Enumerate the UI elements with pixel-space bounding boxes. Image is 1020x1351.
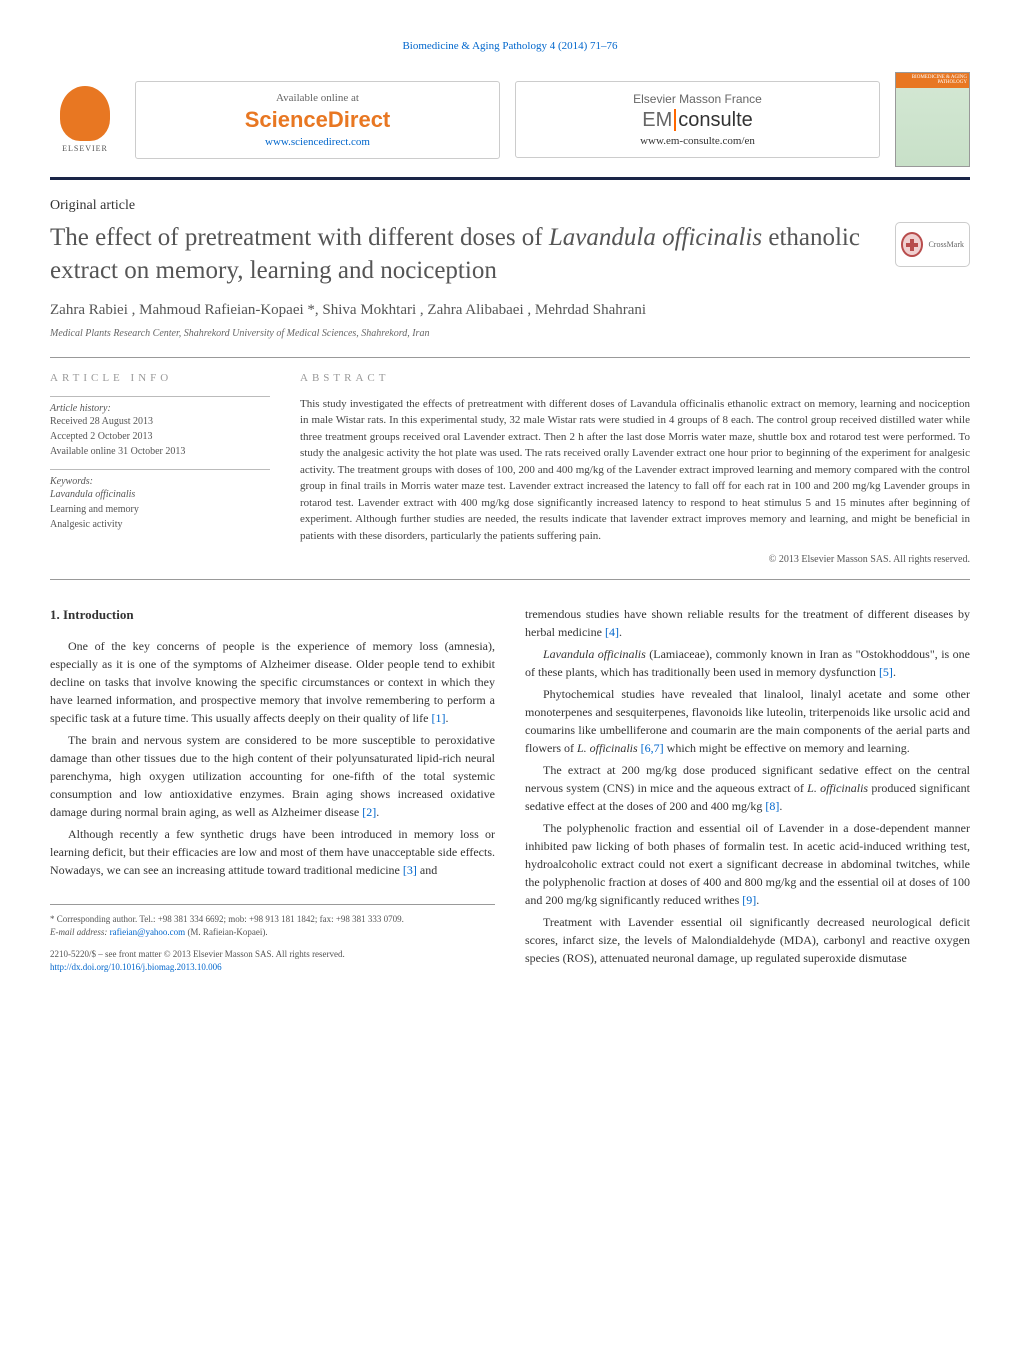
article-history-label: Article history: — [50, 396, 270, 414]
sciencedirect-block: Available online at ScienceDirect www.sc… — [135, 81, 500, 159]
abstract-heading: abstract — [300, 372, 970, 384]
sciencedirect-logo[interactable]: ScienceDirect — [146, 107, 489, 133]
keyword-1: Lavandula officinalis — [50, 487, 270, 502]
body-two-columns: 1. Introduction One of the key concerns … — [50, 605, 970, 975]
ref-8[interactable]: [8] — [765, 799, 779, 813]
corresponding-author: * Corresponding author. Tel.: +98 381 33… — [50, 913, 495, 927]
body-column-right: tremendous studies have shown reliable r… — [525, 605, 970, 975]
col2-para-4: The extract at 200 mg/kg dose produced s… — [525, 761, 970, 815]
crossmark-badge[interactable]: CrossMark — [895, 222, 970, 267]
available-online-label: Available online at — [146, 92, 489, 104]
received-date: Received 28 August 2013 — [50, 414, 270, 429]
intro-para-3: Although recently a few synthetic drugs … — [50, 825, 495, 879]
intro-para-2: The brain and nervous system are conside… — [50, 731, 495, 821]
corresp-email[interactable]: rafieian@yahoo.com — [110, 927, 186, 937]
ref-2[interactable]: [2] — [362, 805, 376, 819]
keywords-label: Keywords: — [50, 469, 270, 487]
ref-4[interactable]: [4] — [605, 625, 619, 639]
info-abstract-section: article info Article history: Received 2… — [50, 357, 970, 581]
issn-copyright-line: 2210-5220/$ – see front matter © 2013 El… — [50, 948, 495, 962]
ref-5[interactable]: [5] — [879, 665, 893, 679]
elsevier-tree-icon — [60, 86, 110, 141]
abstract-text: This study investigated the effects of p… — [300, 396, 970, 545]
sciencedirect-url[interactable]: www.sciencedirect.com — [146, 136, 489, 148]
title-italic-species: Lavandula officinalis — [549, 224, 762, 251]
ref-3[interactable]: [3] — [403, 863, 417, 877]
title-row: The effect of pretreatment with differen… — [50, 222, 970, 287]
cover-title: BIOMEDICINE & AGING PATHOLOGY — [896, 73, 969, 88]
title-part1: The effect of pretreatment with differen… — [50, 224, 549, 251]
article-info-heading: article info — [50, 372, 270, 384]
section-1-heading: 1. Introduction — [50, 605, 495, 625]
col2-para-1: tremendous studies have shown reliable r… — [525, 605, 970, 641]
em-suffix: consulte — [678, 109, 753, 131]
keyword-2: Learning and memory — [50, 502, 270, 517]
ref-1[interactable]: [1] — [431, 711, 445, 725]
doi-link[interactable]: http://dx.doi.org/10.1016/j.biomag.2013.… — [50, 961, 495, 975]
keyword-3: Analgesic activity — [50, 517, 270, 532]
elsevier-logo: ELSEVIER — [50, 80, 120, 160]
em-consulte-url[interactable]: www.em-consulte.com/en — [526, 135, 869, 147]
em-divider-icon — [674, 109, 676, 131]
col2-para-2: Lavandula officinalis (Lamiaceae), commo… — [525, 645, 970, 681]
correspondence-footer: * Corresponding author. Tel.: +98 381 33… — [50, 904, 495, 975]
crossmark-label: CrossMark — [928, 240, 964, 249]
article-type: Original article — [50, 198, 970, 214]
accepted-date: Accepted 2 October 2013 — [50, 429, 270, 444]
intro-para-1: One of the key concerns of people is the… — [50, 637, 495, 727]
journal-cover-thumbnail: BIOMEDICINE & AGING PATHOLOGY — [895, 72, 970, 167]
masson-block: Elsevier Masson France EM consulte www.em… — [515, 81, 880, 158]
authors-list: Zahra Rabiei , Mahmoud Rafieian-Kopaei *… — [50, 299, 970, 322]
publisher-header-bar: ELSEVIER Available online at ScienceDire… — [50, 72, 970, 180]
article-title: The effect of pretreatment with differen… — [50, 222, 875, 287]
col2-para-5: The polyphenolic fraction and essential … — [525, 819, 970, 909]
online-date: Available online 31 October 2013 — [50, 444, 270, 459]
ref-6-7[interactable]: [6,7] — [638, 741, 664, 755]
masson-label: Elsevier Masson France — [526, 92, 869, 106]
ref-9[interactable]: [9] — [742, 893, 756, 907]
em-prefix: EM — [642, 109, 672, 131]
email-line: E-mail address: rafieian@yahoo.com (M. R… — [50, 926, 495, 940]
keywords-block: Keywords: Lavandula officinalis Learning… — [50, 469, 270, 532]
col2-para-6: Treatment with Lavender essential oil si… — [525, 913, 970, 967]
article-info-column: article info Article history: Received 2… — [50, 372, 270, 566]
journal-reference: Biomedicine & Aging Pathology 4 (2014) 7… — [50, 40, 970, 52]
col2-para-3: Phytochemical studies have revealed that… — [525, 685, 970, 757]
body-column-left: 1. Introduction One of the key concerns … — [50, 605, 495, 975]
abstract-copyright: © 2013 Elsevier Masson SAS. All rights r… — [300, 554, 970, 565]
elsevier-label: ELSEVIER — [62, 144, 108, 153]
em-consulte-logo[interactable]: EM consulte — [526, 109, 869, 132]
crossmark-icon — [901, 232, 923, 257]
abstract-column: abstract This study investigated the eff… — [300, 372, 970, 566]
affiliation: Medical Plants Research Center, Shahreko… — [50, 328, 970, 339]
